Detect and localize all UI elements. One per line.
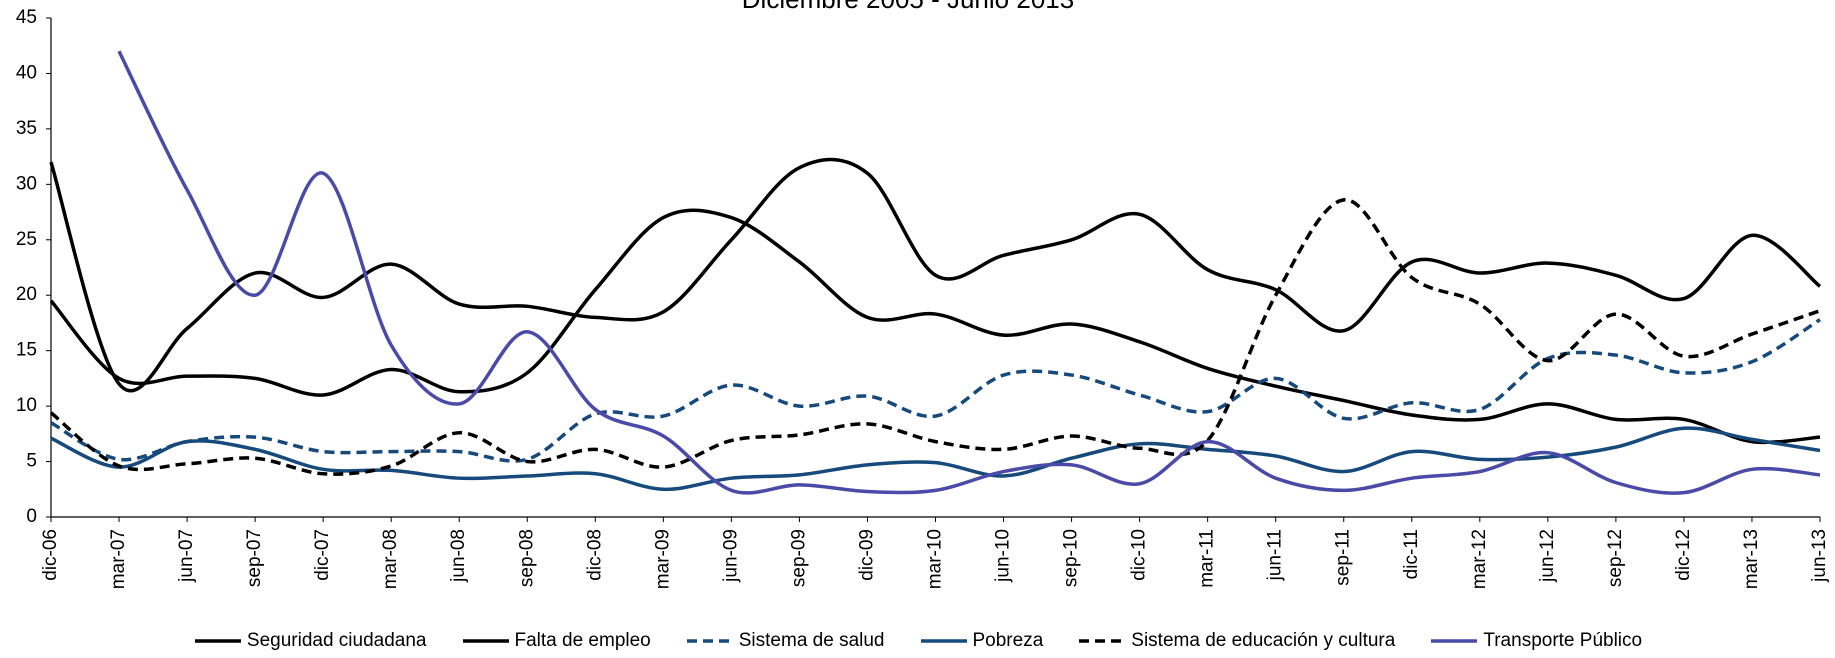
y-tick-label: 15 [16,340,37,361]
series-line [50,426,1821,492]
legend-swatch [1431,639,1478,643]
series-line [49,157,1822,393]
x-tick-label: dic-07 [312,529,333,581]
legend-label: Pobreza [972,630,1044,651]
y-tick-label: 40 [16,62,37,83]
series-line [49,198,1821,476]
x-tick-label: jun-13 [1809,529,1830,583]
legend-label: Sistema de educación y cultura [1131,630,1396,651]
y-tick-label: 35 [16,118,37,139]
x-tick-label: dic-11 [1401,529,1422,579]
x-tick-label: mar-13 [1741,529,1762,589]
x-tick-label: jun-11 [1265,529,1286,581]
legend-swatch [462,639,509,643]
legend-label: Sistema de salud [738,630,885,651]
legend: Seguridad ciudadana Falta de empleo Sistem… [0,630,1835,652]
x-tick-label: dic-10 [1129,529,1150,581]
legend-item: Seguridad ciudadana [193,630,427,652]
chart: Diciembre 2005 - Junio 2013 0 5 10 15 20 25 30… [16,0,1830,589]
x-tick-label: jun-08 [448,529,469,583]
x-tick-label: jun-10 [993,529,1014,583]
legend-label: Transporte Público [1483,630,1643,651]
y-tick-label: 5 [26,451,37,472]
legend-swatch [194,639,241,643]
legend-label: Seguridad ciudadana [246,630,427,651]
y-tick-label: 25 [16,229,37,250]
series-line [117,50,1821,495]
x-tick-label: sep-12 [1605,529,1626,587]
legend-item: Falta de empleo [461,630,651,652]
x-tick-label: dic-12 [1673,529,1694,581]
legend-swatch [1079,639,1126,643]
x-tick-label: mar-08 [380,529,401,589]
chart-title: Diciembre 2005 - Junio 2013 [742,0,1074,14]
x-tick-label: jun-07 [176,529,197,583]
x-tick-label: mar-12 [1469,529,1490,589]
legend-item: Pobreza [919,630,1044,652]
x-tick-label: sep-08 [516,529,537,587]
legend-swatch [920,639,967,643]
series-line [50,318,1821,463]
y-tick-label: 30 [16,173,37,194]
x-tick-label: mar-07 [108,529,129,589]
x-tick-label: sep-09 [788,529,809,587]
x-tick-label: dic-09 [856,529,877,581]
y-tick-label: 20 [16,284,37,305]
x-tick-label: jun-12 [1537,529,1558,583]
series-line [49,208,1821,445]
y-tick-label: 10 [16,395,37,416]
x-tick-label: sep-10 [1061,529,1082,587]
x-tick-label: jun-09 [720,529,741,583]
x-tick-label: mar-11 [1197,529,1218,588]
legend-item: Transporte Público [1429,630,1642,652]
x-tick-label: dic-06 [40,529,61,581]
legend-label: Falta de empleo [514,630,651,651]
legend-item: Sistema de salud [685,630,885,652]
x-tick-label: dic-08 [584,529,605,581]
x-tick-label: mar-09 [652,529,673,589]
legend-item: Sistema de educación y cultura [1077,630,1395,652]
y-tick-label: 45 [16,7,37,28]
x-tick-label: mar-10 [925,529,946,589]
y-tick-label: 0 [26,506,37,527]
x-tick-label: sep-07 [244,529,265,587]
legend-swatch [686,639,733,643]
x-tick-label: sep-11 [1333,529,1354,586]
